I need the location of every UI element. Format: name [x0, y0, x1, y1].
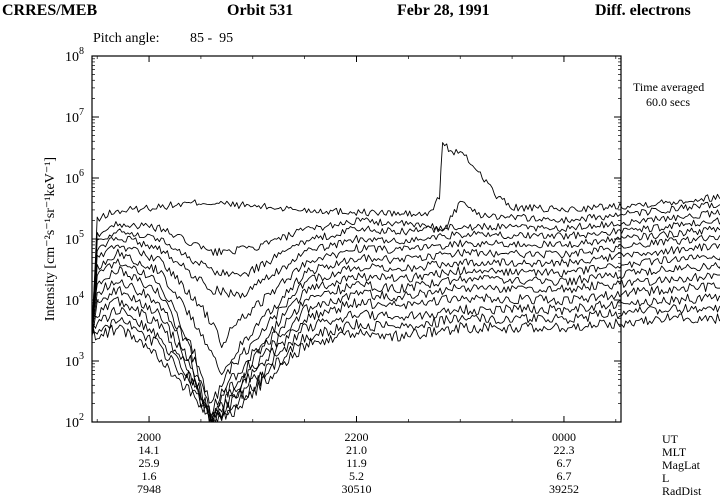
y-tick-label: 107: [65, 107, 84, 126]
x-tick-label: 1.6: [142, 469, 157, 483]
plot-frame: [91, 55, 622, 423]
x-tick-label: 14.1: [139, 443, 160, 457]
x-row-name: MLT: [662, 445, 687, 459]
x-tick-label-rows: 20002200000002000400UT14.121.022.323.41.…: [137, 430, 702, 498]
x-tick-label: 6.7: [556, 469, 571, 483]
pitch-angle-value: 85 - 95: [190, 31, 234, 46]
pitch-angle-label: Pitch angle:: [93, 31, 160, 46]
time-avg-line1: Time averaged: [633, 80, 705, 94]
series-line: [91, 234, 720, 376]
series-line: [91, 225, 720, 349]
header-species: Diff. electrons: [595, 2, 691, 19]
series-line: [91, 272, 720, 423]
x-tick-label: 0000: [552, 430, 576, 444]
x-row-name: L: [662, 471, 669, 485]
tick-layer: [92, 55, 621, 423]
series-line: [91, 243, 720, 404]
y-tick-labels: 102 103 104 105 106 107 108: [65, 46, 84, 431]
header-orbit: Orbit 531: [227, 2, 294, 19]
y-tick-label: 105: [65, 229, 84, 248]
y-axis-title: Intensity [cm⁻²s⁻¹sr⁻¹keV⁻¹]: [43, 157, 58, 321]
header-instrument: CRRES/MEB: [2, 2, 98, 19]
x-tick-label: 7948: [137, 482, 161, 496]
header-date: Febr 28, 1991: [397, 2, 490, 19]
x-tick-label: 5.2: [349, 469, 364, 483]
x-tick-label: 11.9: [346, 456, 367, 470]
x-tick-label: 6.7: [556, 456, 571, 470]
series-line: [91, 217, 720, 336]
y-tick-label: 108: [65, 46, 84, 65]
x-tick-label: 2000: [137, 430, 161, 444]
time-avg-line2: 60.0 secs: [646, 95, 690, 109]
x-tick-label: 39252: [549, 482, 579, 496]
x-tick-label: 30510: [342, 482, 372, 496]
x-tick-label: 22.3: [553, 443, 574, 457]
y-tick-label: 104: [65, 290, 84, 309]
x-tick-label: 25.9: [139, 456, 160, 470]
x-tick-label: 2200: [345, 430, 369, 444]
series-line: [91, 209, 720, 334]
x-row-name: RadDist: [662, 484, 702, 498]
y-tick-label: 103: [65, 351, 84, 370]
y-tick-label: 102: [65, 412, 84, 431]
series-line: [91, 303, 720, 423]
y-tick-label: 106: [65, 168, 84, 187]
series-line: [91, 142, 720, 330]
x-row-name: MagLat: [662, 458, 701, 472]
series-line: [91, 200, 720, 332]
series-line: [91, 282, 720, 423]
series-line: [91, 262, 720, 423]
series-layer: [91, 142, 720, 423]
x-row-name: UT: [662, 432, 679, 446]
series-line: [91, 313, 720, 423]
x-tick-label: 21.0: [346, 443, 367, 457]
series-line: [91, 254, 720, 417]
